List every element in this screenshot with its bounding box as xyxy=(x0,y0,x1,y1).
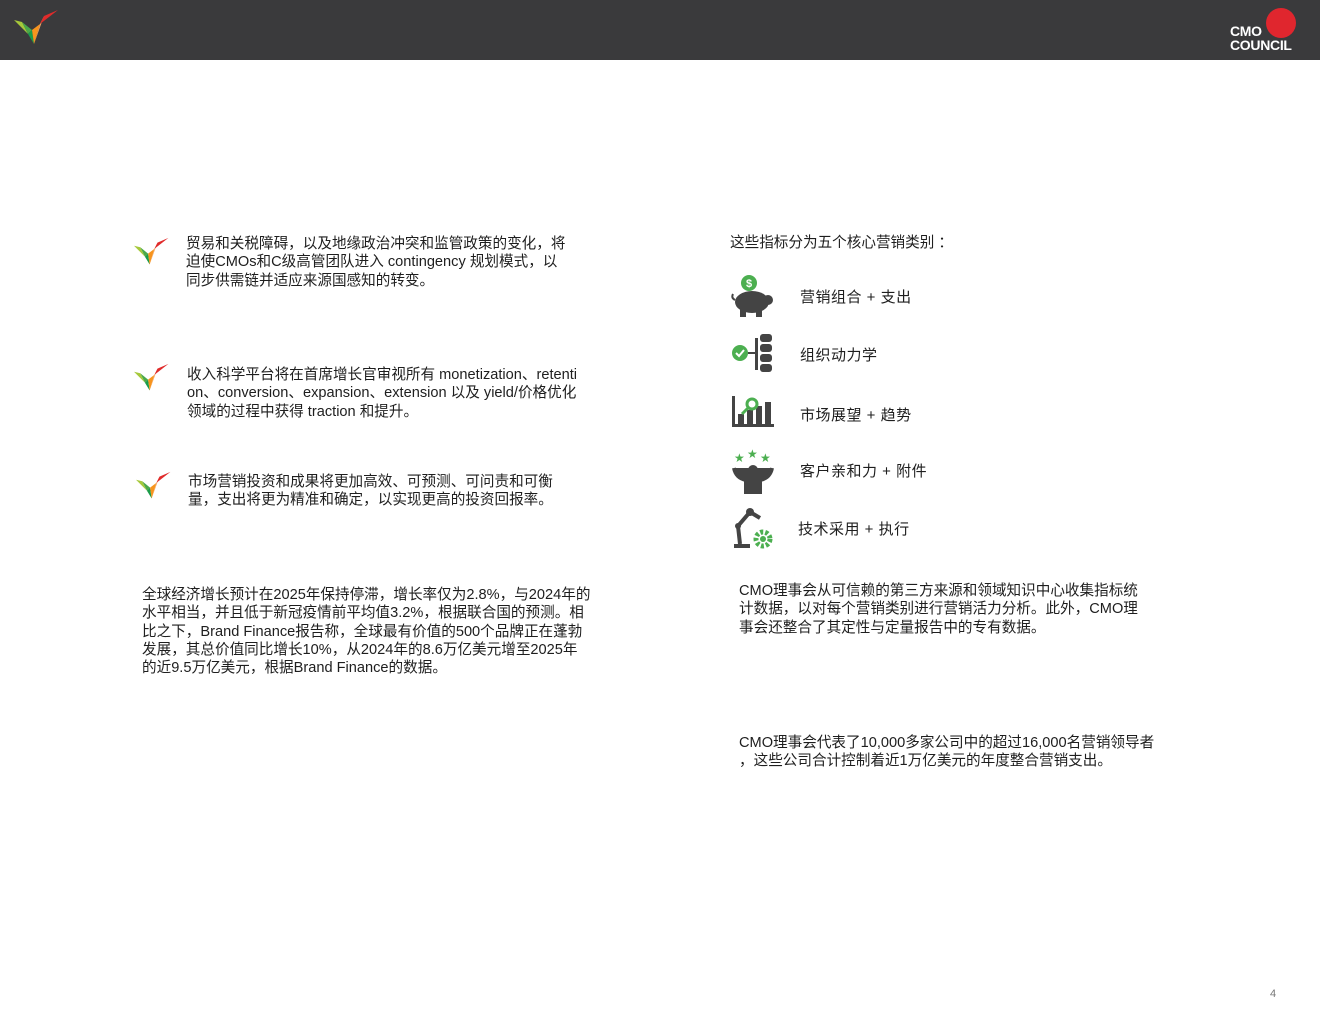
logo-text: CMO COUNCIL xyxy=(1230,23,1292,53)
category-label: 市场展望 + 趋势 xyxy=(800,407,912,424)
page-number: 4 xyxy=(1270,988,1277,1000)
org-hierarchy-check-icon xyxy=(732,334,772,372)
piggy-bank-dollar-icon: $ xyxy=(731,275,773,317)
logo-red-circle xyxy=(1266,8,1296,38)
svg-text:★: ★ xyxy=(760,451,771,465)
category-label: 组织动力学 xyxy=(800,347,878,364)
checkmark-icon xyxy=(134,237,169,265)
economy-paragraph: 全球经济增长预计在2025年保持停滞，增长率仅为2.8%，与2024年的 水平相当… xyxy=(142,587,591,677)
bullet-1: 贸易和关税障碍，以及地缘政治冲突和监管政策的变化，将 迫使CMOs和C级高管团队进… xyxy=(186,236,566,289)
bar-chart-magnifier-icon xyxy=(732,396,774,427)
v-logo-icon xyxy=(14,10,58,44)
bullet-3: 市场营销投资和成果将更加高效、可预测、可问责和可衡 量，支出将更为精准和确定，以实… xyxy=(188,474,553,509)
membership-paragraph: CMO理事会代表了10,000多家公司中的超过16,000名营销领导者 ，这些公司… xyxy=(739,735,1155,770)
svg-text:★: ★ xyxy=(734,451,745,465)
checkmark-icon xyxy=(136,471,171,499)
robot-arm-gear-icon xyxy=(734,508,773,549)
checkmark-icon xyxy=(134,363,169,391)
data-sources-paragraph: CMO理事会从可信赖的第三方来源和领域知识中心收集指标统 计数据，以对每个营销类别… xyxy=(739,583,1138,636)
category-label: 营销组合 + 支出 xyxy=(800,289,912,306)
svg-text:★: ★ xyxy=(747,448,758,461)
svg-text:$: $ xyxy=(746,278,752,290)
category-label: 客户亲和力 + 附件 xyxy=(800,463,928,480)
bullet-2: 收入科学平台将在首席增长官审视所有 monetization、retenti on… xyxy=(187,367,578,420)
category-label: 技术采用 + 执行 xyxy=(798,521,910,538)
header-bar: CMO COUNCIL xyxy=(0,0,1320,60)
categories-intro: 这些指标分为五个核心营销类别 ： xyxy=(730,235,953,251)
cmo-council-logo: CMO COUNCIL xyxy=(1226,6,1306,56)
person-stars-icon: ★ ★ ★ xyxy=(732,448,774,494)
